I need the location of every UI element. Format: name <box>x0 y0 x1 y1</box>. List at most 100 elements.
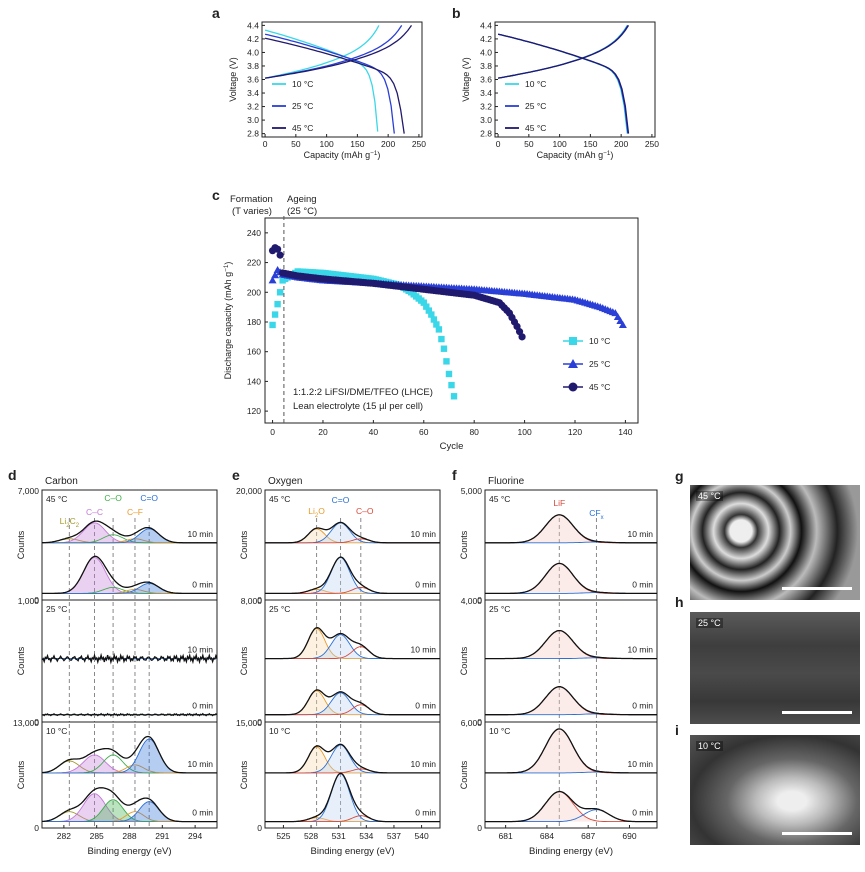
element-title: Carbon <box>45 476 78 487</box>
y-tick-label: 2.8 <box>247 129 259 139</box>
component-fill <box>265 745 440 773</box>
peak-label-lif: LiF <box>553 498 565 508</box>
panel-label-c: c <box>212 187 220 203</box>
sem-label-10c: 10 °C <box>696 741 723 751</box>
y-max-label: 15,000 <box>236 718 262 728</box>
x-tick-label: 0 <box>263 139 268 149</box>
spectrum <box>265 556 440 595</box>
sem-image-45c: 45 °C <box>690 485 860 600</box>
marker-45c <box>274 245 282 253</box>
x-tick-label: 200 <box>614 139 628 149</box>
ageing-temp: (25 °C) <box>287 206 317 217</box>
y-max-label: 7,000 <box>18 486 40 496</box>
spectrum <box>42 555 217 595</box>
temperature-label: 10 °C <box>269 726 290 736</box>
discharge-curve-0 <box>264 29 379 132</box>
y-zero-label: 0 <box>34 823 39 833</box>
y-tick-label: 3.2 <box>247 102 259 112</box>
plot-frame <box>264 599 441 723</box>
plot-frame <box>484 721 658 829</box>
y-tick-label: 160 <box>247 347 261 357</box>
panel-label-g: g <box>675 468 684 484</box>
y-max-label: 13,000 <box>13 718 39 728</box>
x-tick-label: 681 <box>499 831 513 841</box>
y-max-label: 8,000 <box>241 596 263 606</box>
component-fill <box>485 630 657 659</box>
scale-bar <box>782 587 852 590</box>
spectrum <box>485 686 657 716</box>
marker-10c <box>420 299 427 306</box>
label-part: 2 <box>315 513 318 519</box>
component-fill <box>265 817 440 822</box>
y-zero-label: 0 <box>477 823 482 833</box>
legend-label: 10 °C <box>589 336 610 346</box>
y-axis-label: Counts <box>239 530 249 559</box>
component-fill <box>265 773 440 822</box>
legend-label: 25 °C <box>292 101 313 111</box>
charge-curve-2 <box>265 25 413 79</box>
y-zero-label: 0 <box>34 717 39 727</box>
spectrum <box>485 562 657 595</box>
y-zero-label: 0 <box>477 717 482 727</box>
y-tick-label: 3.8 <box>247 61 259 71</box>
charge-curve-0 <box>264 25 380 79</box>
y-max-label: 6,000 <box>461 718 483 728</box>
component-fill <box>42 522 217 543</box>
y-tick-label: 180 <box>247 317 261 327</box>
y-axis-label: Counts <box>16 530 26 559</box>
component-fill <box>265 634 440 659</box>
sem-image-25c: 25 °C <box>690 612 860 724</box>
time-label: 0 min <box>632 701 653 711</box>
label-part: C <box>70 516 76 526</box>
y-axis-label: Counts <box>459 760 469 789</box>
spectrum <box>485 514 657 544</box>
component-fill <box>42 793 217 822</box>
time-label: 10 min <box>410 529 436 539</box>
time-label: 0 min <box>632 808 653 818</box>
x-tick-label: 50 <box>291 139 301 149</box>
component-fill <box>265 528 440 543</box>
x-tick-label: 0 <box>270 427 275 437</box>
peak-label-cfx: CFx <box>589 508 603 521</box>
y-axis-label: Counts <box>16 646 26 675</box>
y-max-label: 4,000 <box>461 596 483 606</box>
fit-component <box>42 556 217 594</box>
y-tick-label: 4.0 <box>480 47 492 57</box>
time-label: 10 min <box>627 529 653 539</box>
marker-10c <box>440 345 448 352</box>
x-tick-label: 60 <box>419 427 429 437</box>
temperature-label: 25 °C <box>269 604 290 614</box>
component-fill <box>42 754 217 773</box>
y-tick-label: 3.4 <box>480 88 492 98</box>
x-tick-label: 20 <box>318 427 328 437</box>
label-part: Li <box>308 506 315 516</box>
label-part: Li <box>60 516 67 526</box>
time-label: 10 min <box>627 645 653 655</box>
marker-10c <box>433 321 440 328</box>
spectrum <box>265 772 440 823</box>
x-tick-label: 150 <box>583 139 597 149</box>
x-axis-label: Binding energy (eV) <box>311 846 395 857</box>
spectrum <box>41 652 218 665</box>
component-fill <box>42 557 217 594</box>
formation-temp: (T varies) <box>232 206 272 217</box>
spectrum <box>265 689 440 716</box>
temperature-label: 45 °C <box>489 494 510 504</box>
spectrum <box>485 728 657 774</box>
marker-10c <box>274 300 281 308</box>
x-tick-label: 537 <box>387 831 401 841</box>
marker-10c <box>430 316 438 323</box>
time-label: 0 min <box>192 808 213 818</box>
x-axis-label: Capacity (mAh g−1) <box>537 150 614 161</box>
scale-bar <box>782 832 852 835</box>
y-axis-label: Counts <box>459 530 469 559</box>
temperature-label: 45 °C <box>269 494 290 504</box>
y-tick-label: 240 <box>247 228 261 238</box>
peak-label-li2o: Li2O <box>308 506 325 519</box>
x-tick-label: 100 <box>320 139 334 149</box>
x-tick-label: 100 <box>553 139 567 149</box>
label-part: Capacity (mAh g <box>537 150 604 160</box>
x-tick-label: 100 <box>517 427 531 437</box>
x-tick-label: 534 <box>359 831 373 841</box>
